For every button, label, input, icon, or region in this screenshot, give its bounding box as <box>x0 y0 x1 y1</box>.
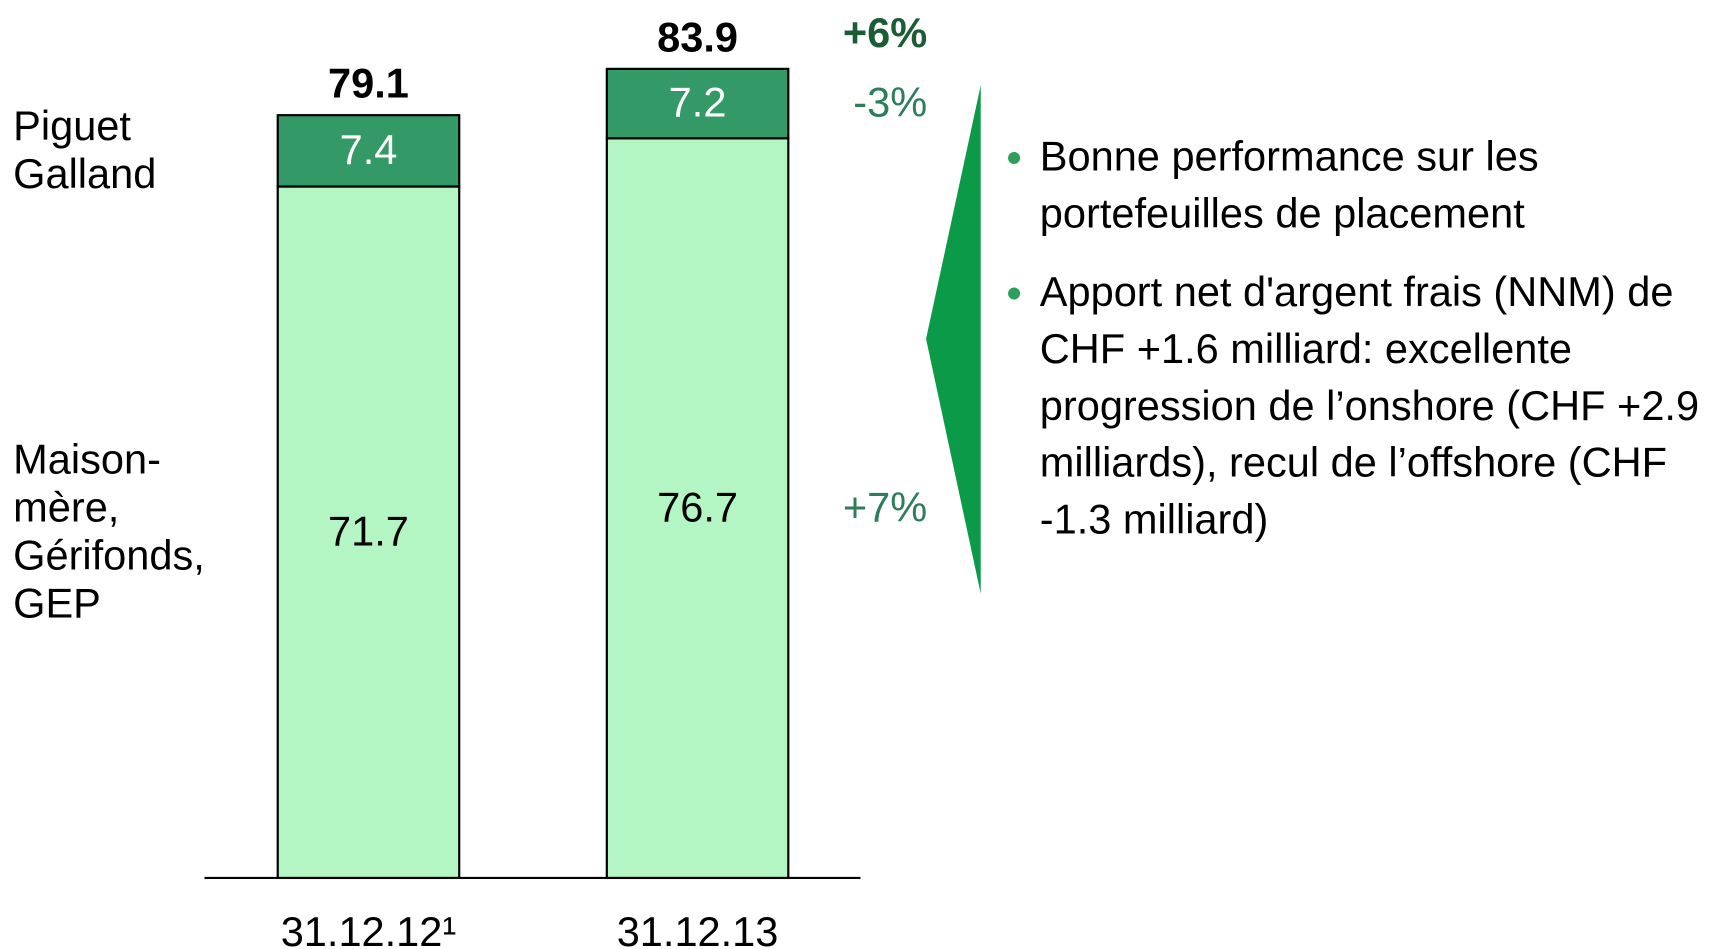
bullet-list: Bonne performance sur les portefeuilles … <box>989 129 1709 549</box>
bracket-arrow <box>926 85 981 594</box>
bar-segment <box>276 114 461 188</box>
x-tick-label: 31.12.12¹ <box>281 908 457 949</box>
legend-label: Piguet Galland <box>13 103 157 198</box>
series-change: +7% <box>843 483 927 530</box>
total-label: 83.9 <box>657 13 738 60</box>
bullets-box: Bonne performance sur les portefeuilles … <box>989 129 1709 588</box>
bar-segment <box>605 137 790 880</box>
legend-box: Piguet Galland <box>13 103 157 198</box>
bullet: Apport net d'argent frais (NNM) de CHF +… <box>1040 265 1710 549</box>
value-label: 7.2 <box>669 79 727 126</box>
value-label: 7.4 <box>340 126 398 173</box>
legend-label: Maison-mère, Gérifonds, GEP <box>13 437 205 628</box>
bullet: Bonne performance sur les portefeuilles … <box>1040 129 1710 243</box>
series-change: -3% <box>853 79 927 126</box>
total-label: 79.1 <box>328 60 409 107</box>
bar-segment <box>276 185 461 880</box>
value-label: 76.7 <box>657 483 738 530</box>
total-change: +6% <box>843 9 927 56</box>
bar-segment <box>605 67 790 140</box>
x-tick-label: 31.12.13 <box>617 908 779 949</box>
value-label: 71.7 <box>328 507 409 554</box>
legend-box: Maison-mère, Gérifonds, GEP <box>13 437 205 628</box>
